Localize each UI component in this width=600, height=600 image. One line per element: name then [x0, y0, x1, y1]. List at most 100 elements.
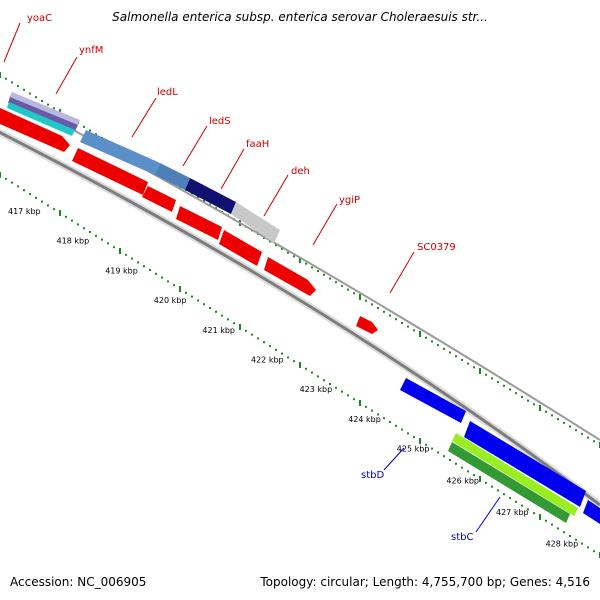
tick-mark: [329, 383, 331, 385]
tick-mark: [575, 538, 577, 541]
tick-mark: [563, 531, 565, 534]
cds-faaH[interactable]: [219, 230, 262, 266]
gene-label-yoaC[interactable]: yoaC: [27, 13, 52, 24]
tick-label-423: 423 kbp: [300, 385, 333, 394]
tick-mark: [167, 280, 169, 283]
tick-mark: [461, 466, 463, 469]
cds-stbD[interactable]: [452, 433, 578, 516]
tick-mark: [551, 523, 553, 526]
gene-label-SC0379[interactable]: SC0379: [417, 242, 456, 253]
tick-mark: [5, 177, 7, 180]
cds-stbC[interactable]: [448, 442, 570, 523]
tick-mark: [71, 219, 73, 222]
tick-mark: [413, 436, 415, 439]
tick-mark: [311, 266, 313, 269]
tick-mark: [305, 367, 307, 370]
tick-mark: [581, 432, 583, 435]
tick-mark: [587, 546, 589, 549]
tick-mark: [131, 257, 133, 260]
cds-blue-1[interactable]: [400, 378, 466, 423]
backbone-line: [0, 130, 600, 507]
orf-block-yoaC-cluster: [7, 92, 280, 243]
accession-text: Accession: NC_006905: [10, 575, 147, 589]
tick-mark: [395, 318, 397, 321]
cds-ledL[interactable]: [142, 186, 176, 212]
gene-label-ygiP[interactable]: ygiP: [339, 195, 360, 206]
tick-mark: [95, 234, 97, 237]
tick-label-428: 428 kbp: [546, 540, 579, 549]
tick-mark: [425, 443, 427, 446]
tick-mark: [509, 497, 511, 499]
gene-label-faaH[interactable]: faaH: [246, 139, 269, 150]
tick-label-424: 424 kbp: [348, 415, 381, 424]
tick-mark: [407, 432, 409, 435]
tick-mark: [377, 413, 379, 416]
gene-label-deh[interactable]: deh: [291, 166, 310, 177]
tick-mark: [347, 394, 349, 397]
tick-mark: [581, 542, 583, 545]
tick-mark: [587, 436, 589, 439]
tick-mark: [299, 257, 301, 263]
tick-label-426: 426 kbp: [446, 476, 479, 485]
cds-blue-2[interactable]: [464, 421, 586, 507]
tick-mark: [269, 345, 271, 347]
cds-deh[interactable]: [264, 257, 316, 296]
tick-mark: [83, 125, 85, 128]
tick-mark: [233, 322, 235, 325]
tick-mark: [323, 273, 325, 276]
gene-label-ledL[interactable]: ledL: [157, 87, 178, 98]
tick-mark: [533, 403, 535, 406]
gene-label-stbC[interactable]: stbC: [451, 532, 473, 543]
cds-ynfM[interactable]: [72, 148, 148, 195]
tick-mark: [125, 253, 127, 256]
genome-summary-text: Topology: circular; Length: 4,755,700 bp…: [260, 575, 590, 589]
tick-mark: [227, 318, 229, 321]
tick-label-425: 425 kbp: [397, 445, 430, 454]
tick-mark: [263, 341, 265, 344]
tick-mark: [197, 196, 199, 199]
cds-ledS[interactable]: [176, 206, 222, 240]
tick-mark: [221, 314, 223, 317]
cds-yoaC[interactable]: [0, 108, 70, 152]
gene-label-stbD[interactable]: stbD: [361, 470, 384, 481]
tick-mark: [47, 103, 49, 106]
tick-mark: [239, 324, 241, 330]
gene-label-ledS[interactable]: ledS: [209, 116, 231, 127]
tick-label-417: 417 kbp: [8, 207, 41, 216]
tick-mark: [479, 476, 481, 482]
tick-mark: [557, 527, 559, 530]
cds-SC0379[interactable]: [356, 316, 378, 334]
forward-gene-labels: yoaC ynfM ledL ledS faaH deh ygiP SC0379: [3, 13, 456, 294]
tick-mark: [437, 344, 439, 347]
tick-mark: [437, 451, 439, 454]
tick-mark: [407, 325, 409, 328]
tick-mark: [281, 352, 283, 355]
tick-mark: [335, 386, 337, 389]
tick-mark: [149, 269, 151, 271]
tick-mark: [35, 196, 37, 199]
tick-mark: [377, 307, 379, 310]
tick-mark: [323, 379, 325, 382]
tick-mark: [533, 512, 535, 515]
tick-mark: [551, 414, 553, 417]
orf-teal-bar: [7, 102, 75, 136]
tick-mark: [431, 447, 433, 450]
gene-label-ynfM[interactable]: ynfM: [79, 45, 103, 56]
tick-mark: [203, 303, 205, 306]
tick-mark: [371, 409, 373, 412]
tick-mark: [491, 485, 493, 488]
tick-mark: [449, 351, 451, 354]
tick-mark: [143, 265, 145, 268]
leader-ledL: [131, 97, 157, 138]
tick-mark: [353, 398, 355, 401]
tick-mark: [545, 519, 547, 522]
tick-mark: [137, 261, 139, 264]
tick-mark: [77, 223, 79, 226]
tick-mark: [341, 284, 343, 287]
tick-mark: [545, 410, 547, 413]
tick-mark: [17, 185, 19, 188]
tick-mark: [257, 337, 259, 340]
tick-label-422: 422 kbp: [251, 356, 284, 365]
cds-blue-3[interactable]: [583, 500, 600, 524]
